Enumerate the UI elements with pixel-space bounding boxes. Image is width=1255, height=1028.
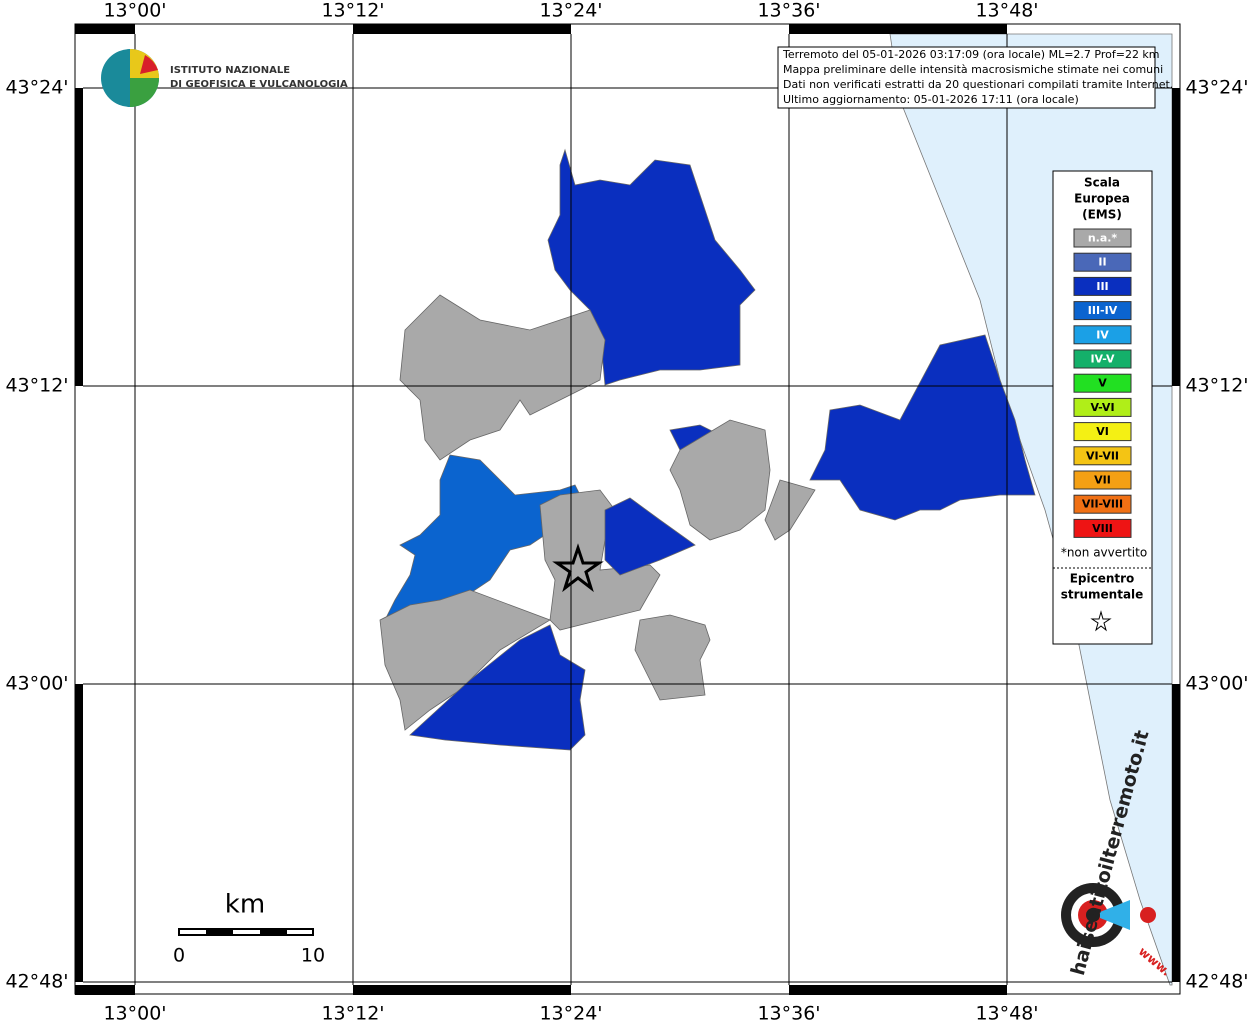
legend-label: n.a.* xyxy=(1088,232,1118,245)
region xyxy=(547,148,756,386)
scale-segment xyxy=(206,929,233,935)
legend-swatch xyxy=(1073,349,1132,369)
legend-swatch xyxy=(1073,518,1132,538)
frame-segment xyxy=(1172,684,1180,982)
legend-swatch xyxy=(1073,301,1132,321)
info-line: Ultimo aggiornamento: 05-01-2026 17:11 (… xyxy=(783,93,1079,106)
logo-globe-part xyxy=(130,78,159,107)
region xyxy=(764,479,816,541)
legend-epicenter: Epicentro xyxy=(1070,572,1135,586)
info-lines: Terremoto del 05-01-2026 03:17:09 (ora l… xyxy=(782,48,1173,106)
frame-segment xyxy=(789,24,1007,34)
legend-swatch xyxy=(1073,252,1132,272)
badge-speaker xyxy=(1100,900,1130,930)
logo-text: ISTITUTO NAZIONALE xyxy=(170,65,290,76)
region xyxy=(539,489,661,631)
lat-label: 43°00' xyxy=(1185,673,1248,695)
legend-title: Europea xyxy=(1074,192,1130,206)
legend-note: *non avvertito xyxy=(1061,546,1147,560)
legend-label: VI xyxy=(1096,425,1109,438)
legend-swatch xyxy=(1073,325,1132,345)
legend-swatch xyxy=(1073,276,1132,296)
region xyxy=(379,589,551,731)
badge-dot xyxy=(1140,907,1156,923)
lon-label: 13°48' xyxy=(975,1003,1038,1025)
region xyxy=(669,419,771,541)
frame-segment xyxy=(75,985,135,995)
region xyxy=(809,334,1036,521)
lon-label: 13°24' xyxy=(539,0,602,22)
municipalities xyxy=(379,148,1036,751)
info-line: Mappa preliminare delle intensità macros… xyxy=(783,63,1163,76)
logo-globe-part xyxy=(140,55,158,74)
info-line: Dati non verificati estratti da 20 quest… xyxy=(783,78,1173,91)
info-line: Terremoto del 05-01-2026 03:17:09 (ora l… xyxy=(782,48,1160,61)
legend-swatch xyxy=(1073,228,1132,248)
lon-label: 13°12' xyxy=(321,0,384,22)
lat-label: 42°48' xyxy=(1185,971,1248,993)
lat-label: 42°48' xyxy=(5,971,68,993)
legend-label: IV-V xyxy=(1090,353,1115,366)
frame-segment xyxy=(353,24,571,34)
legend-label: V-VI xyxy=(1090,401,1114,414)
legend-title: (EMS) xyxy=(1082,208,1122,222)
lon-label: 13°24' xyxy=(539,1003,602,1025)
frame xyxy=(74,23,1181,995)
legend-swatch xyxy=(1073,373,1132,393)
epicenter xyxy=(552,543,604,593)
legend-label: IV xyxy=(1096,328,1109,341)
legend-swatch xyxy=(1073,494,1132,514)
lat-label: 43°00' xyxy=(5,673,68,695)
legend-swatch xyxy=(1073,397,1132,417)
legend-label: VII-VIII xyxy=(1082,498,1123,511)
legend-title: Scala xyxy=(1084,176,1120,190)
scale-segment xyxy=(260,929,287,935)
region xyxy=(399,294,606,461)
frame-segment xyxy=(789,985,1007,995)
scale-bar xyxy=(178,928,314,936)
legend-swatch xyxy=(1073,446,1132,466)
lon-label: 13°36' xyxy=(757,1003,820,1025)
lon-label: 13°00' xyxy=(103,0,166,22)
legend-label: II xyxy=(1098,256,1106,269)
legend-label: V xyxy=(1098,377,1107,390)
lon-label: 13°12' xyxy=(321,1003,384,1025)
lat-label: 43°12' xyxy=(5,375,68,397)
legend-label: VI-VII xyxy=(1086,449,1119,462)
legend-epicenter: strumentale xyxy=(1061,588,1144,602)
region xyxy=(604,497,696,576)
region xyxy=(409,624,586,751)
badge-ring xyxy=(1086,908,1100,922)
info-box xyxy=(777,46,1156,109)
lon-label: 13°36' xyxy=(757,0,820,22)
lat-label: 43°24' xyxy=(5,77,68,99)
logo-text: DI GEOFISICA E VULCANOLOGIA xyxy=(170,79,348,90)
frame-segment xyxy=(75,88,83,386)
scale-unit: km xyxy=(225,890,265,920)
lon-label: 13°00' xyxy=(103,1003,166,1025)
lon-label: 13°48' xyxy=(975,0,1038,22)
legend-star xyxy=(1090,610,1112,632)
frame-segment xyxy=(75,684,83,982)
legend-label: VIII xyxy=(1092,522,1113,535)
scale-label: 10 xyxy=(301,945,325,967)
legend-label: VII xyxy=(1094,474,1111,487)
frame-segment xyxy=(75,24,135,34)
region xyxy=(634,614,711,701)
legend-label: III-IV xyxy=(1088,304,1118,317)
frame-outline xyxy=(74,23,1181,995)
frame-segment xyxy=(353,985,571,995)
legend-items: ScalaEuropea(EMS)n.a.*IIIIIIII-IVIVIV-VV… xyxy=(1061,176,1147,602)
lat-label: 43°12' xyxy=(1185,375,1248,397)
legend-label: III xyxy=(1096,280,1108,293)
frame-segment xyxy=(1172,88,1180,386)
legend-swatch xyxy=(1073,422,1132,442)
legend-swatch xyxy=(1073,470,1132,490)
scale-label: 0 xyxy=(173,945,185,967)
lat-label: 43°24' xyxy=(1185,77,1248,99)
